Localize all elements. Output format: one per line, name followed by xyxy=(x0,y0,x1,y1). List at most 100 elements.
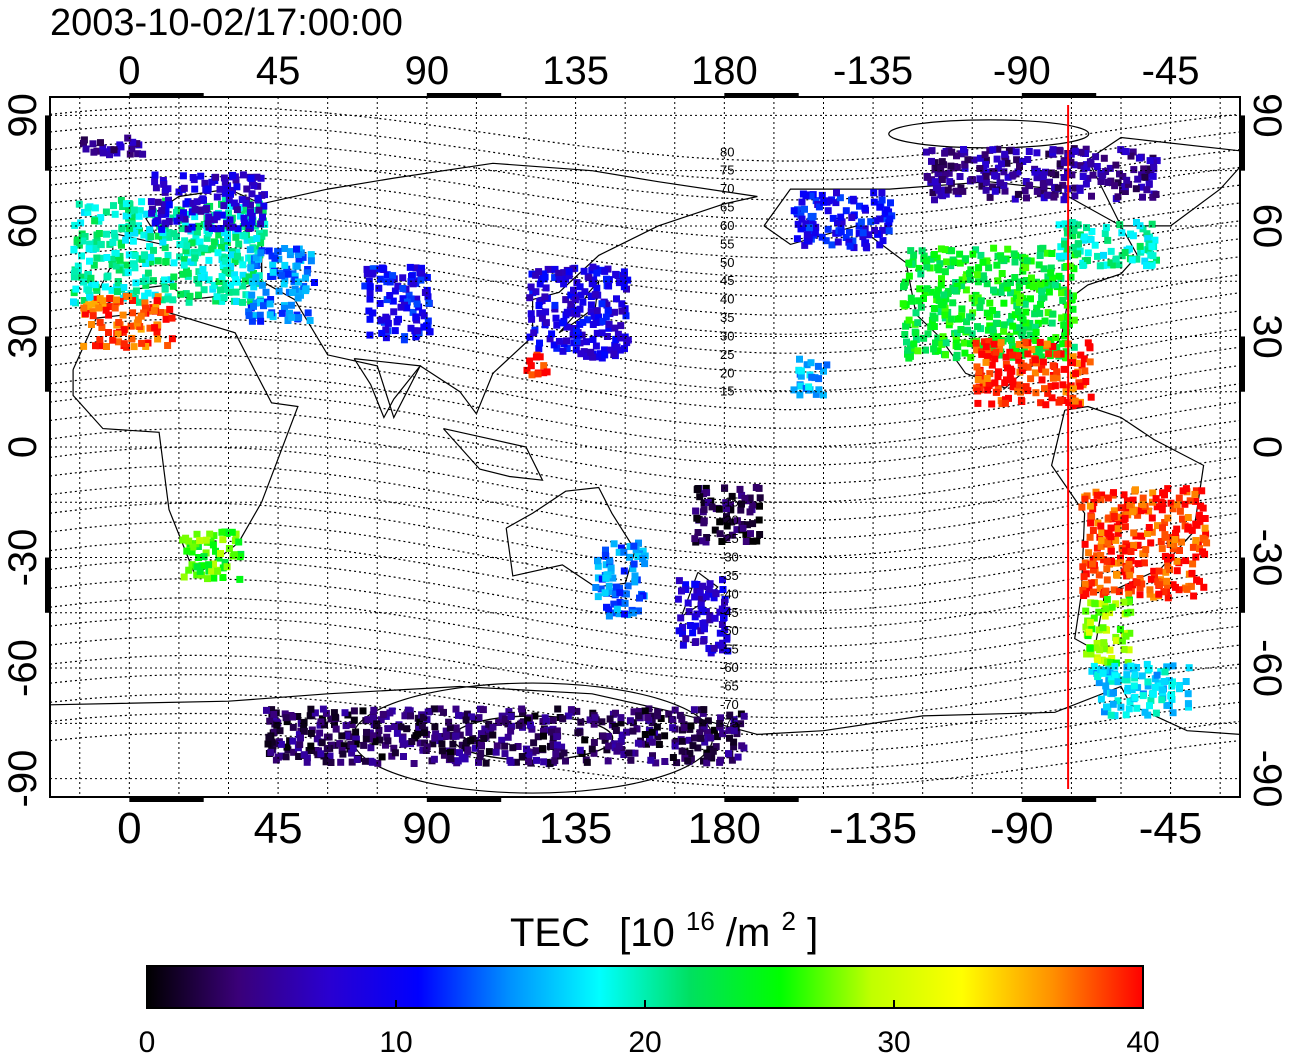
tec-cell xyxy=(941,268,949,276)
tec-cell xyxy=(797,372,805,380)
tec-cell xyxy=(375,727,383,734)
tec-cell xyxy=(700,490,707,498)
tec-cell xyxy=(1175,586,1183,594)
tec-cell xyxy=(1031,356,1039,364)
tec-cell xyxy=(374,759,382,767)
tec-cell xyxy=(859,229,867,237)
tec-cell xyxy=(456,749,463,757)
tec-cell xyxy=(938,275,945,283)
tec-cell xyxy=(815,375,823,383)
tec-cell xyxy=(593,269,601,277)
tec-cell xyxy=(635,712,643,720)
tec-cell xyxy=(837,213,845,221)
tec-cell xyxy=(1123,676,1131,684)
tec-cell xyxy=(111,233,119,241)
tec-cell xyxy=(992,348,1000,356)
tec-cell xyxy=(1036,338,1044,346)
tec-cell xyxy=(587,348,595,356)
tec-cell xyxy=(994,145,1002,153)
tec-cell xyxy=(1147,575,1155,583)
tec-cell xyxy=(260,202,268,210)
tec-cell xyxy=(254,182,262,190)
tec-cell xyxy=(1082,180,1090,188)
tec-cell xyxy=(440,751,448,759)
tec-cell xyxy=(1074,221,1082,229)
tec-cell xyxy=(837,228,845,236)
tec-cell xyxy=(255,200,263,208)
tec-cell xyxy=(91,281,99,289)
tec-cell xyxy=(109,336,117,344)
tec-cell xyxy=(1120,598,1128,606)
contour-line xyxy=(50,578,1240,648)
tec-cell xyxy=(452,732,460,740)
tec-cell xyxy=(1094,657,1102,664)
tec-cell xyxy=(129,297,136,304)
tec-cell xyxy=(576,746,584,754)
tec-cell xyxy=(235,538,243,546)
tec-cell xyxy=(176,241,184,248)
tec-cell xyxy=(715,505,723,513)
tec-cell xyxy=(654,733,662,741)
tec-cell xyxy=(477,730,485,738)
tec-cell xyxy=(689,742,697,750)
tec-cell xyxy=(1146,590,1154,598)
tec-cell xyxy=(80,342,88,350)
tec-cell xyxy=(193,198,201,206)
tec-cell xyxy=(397,303,405,311)
tec-cell xyxy=(697,734,705,742)
tec-cell xyxy=(307,730,315,737)
tec-cell xyxy=(797,225,805,233)
tec-cell xyxy=(812,390,820,398)
tec-cell xyxy=(1162,568,1170,576)
tec-cell xyxy=(680,724,688,732)
tec-cell xyxy=(1153,256,1160,264)
tec-cell xyxy=(613,343,621,351)
right-lat-tick-label: -90 xyxy=(1245,750,1289,808)
tec-cell xyxy=(1051,281,1059,289)
tec-cell xyxy=(1105,514,1113,522)
tec-cell xyxy=(996,345,1004,353)
tec-cell xyxy=(1111,672,1119,680)
tec-cell xyxy=(991,355,999,363)
tec-cell xyxy=(1026,182,1034,190)
tec-cell xyxy=(617,322,625,330)
tec-cell xyxy=(306,317,314,324)
tec-cell xyxy=(414,730,422,738)
tec-cell xyxy=(1011,274,1019,281)
tec-cell xyxy=(550,341,558,349)
tec-cell xyxy=(1161,533,1169,541)
tec-cell xyxy=(1056,252,1063,260)
tec-cell xyxy=(106,303,114,311)
tec-cell xyxy=(518,753,526,760)
tec-cell xyxy=(1146,702,1153,710)
tec-cell xyxy=(293,245,300,253)
tec-cell xyxy=(1126,698,1134,706)
tec-cell xyxy=(1121,183,1129,190)
tec-cell xyxy=(138,339,146,347)
tec-cell xyxy=(734,753,742,761)
tec-cell xyxy=(1108,655,1116,662)
tec-cell xyxy=(165,201,173,209)
tec-cell xyxy=(1001,399,1009,407)
tec-cell xyxy=(183,547,191,555)
tec-cell xyxy=(1000,168,1008,176)
tec-cell xyxy=(1060,159,1068,167)
tec-cell xyxy=(182,290,190,298)
tec-cell xyxy=(1111,662,1119,670)
tec-cell xyxy=(528,725,536,733)
tec-cell xyxy=(184,225,192,233)
tec-cell xyxy=(1113,637,1120,645)
tec-cell xyxy=(73,236,81,244)
tec-cell xyxy=(1145,165,1153,173)
tec-cell xyxy=(1138,532,1146,540)
tec-cell xyxy=(208,178,216,186)
tec-cell xyxy=(229,171,237,179)
tec-cell xyxy=(250,207,258,214)
tec-cell xyxy=(1133,664,1141,671)
tec-cell xyxy=(1173,501,1181,509)
tec-cell xyxy=(560,749,568,757)
tec-cell xyxy=(594,574,602,582)
tec-cell xyxy=(1037,399,1045,407)
contour-label: 30 xyxy=(720,329,734,344)
tec-cell xyxy=(802,220,810,228)
